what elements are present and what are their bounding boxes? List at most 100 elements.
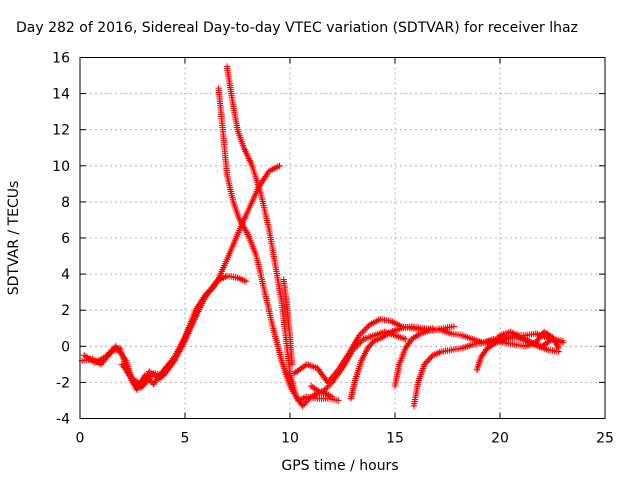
data-marks (370, 334, 384, 345)
data-marks (459, 341, 475, 352)
data-marks (528, 339, 544, 349)
data-marks (272, 261, 285, 303)
y-tick-label: 6 (61, 231, 70, 247)
data-marks (429, 349, 443, 359)
data-marks (459, 332, 475, 342)
x-tick-label: 5 (181, 431, 190, 447)
y-tick-label: 4 (61, 267, 70, 283)
x-tick-label: 25 (596, 431, 614, 447)
data-marks (379, 329, 393, 341)
data-marks (391, 332, 407, 342)
data-marks (408, 331, 422, 343)
data-marks (438, 326, 454, 337)
data-marks (534, 343, 550, 353)
y-tick-label: -4 (56, 412, 70, 428)
data-marks (244, 186, 261, 215)
data-marks (318, 380, 334, 397)
data-point (555, 348, 562, 355)
data-marks (377, 316, 392, 324)
data-marks (139, 371, 156, 390)
data-point (402, 335, 409, 343)
data-marks (448, 330, 464, 339)
data-marks (215, 85, 226, 131)
data-marks (356, 323, 372, 339)
data-marks (299, 395, 313, 410)
data-marks (291, 362, 309, 377)
data-point (450, 323, 457, 330)
data-marks (364, 339, 376, 352)
series-arc-2 (81, 162, 283, 391)
data-point (242, 278, 250, 285)
y-tick-label: 10 (52, 159, 70, 175)
data-marks (81, 352, 97, 365)
x-tick-label: 10 (281, 431, 299, 447)
y-tick-label: 8 (61, 195, 70, 211)
data-marks (286, 334, 296, 366)
data-marks (538, 337, 554, 350)
data-marks (358, 346, 370, 364)
data-marks (223, 63, 235, 95)
x-tick-label: 20 (491, 431, 509, 447)
data-marks (477, 346, 490, 361)
data-marks (286, 370, 299, 399)
data-marks (370, 329, 386, 339)
data-marks (496, 329, 512, 339)
data-point (335, 397, 342, 404)
data-marks (396, 346, 408, 368)
data-marks (244, 231, 259, 258)
data-marks (253, 252, 268, 294)
data-marks (339, 348, 356, 372)
data-marks (402, 337, 414, 352)
data-marks (278, 298, 289, 339)
data-marks (270, 325, 285, 362)
data-marks (234, 126, 247, 149)
data-marks (202, 279, 219, 299)
y-tick-label: -2 (56, 375, 70, 391)
data-marks (417, 327, 433, 337)
x-tick-label: 0 (76, 431, 85, 447)
data-marks (391, 363, 402, 390)
series-layer (78, 63, 567, 410)
data-marks (421, 353, 435, 368)
y-tick-label: 0 (61, 339, 70, 355)
data-marks (112, 343, 129, 363)
series-arc-6 (280, 276, 296, 368)
data-marks (507, 328, 523, 340)
data-point (559, 337, 567, 345)
series-arc-3 (118, 272, 250, 390)
data-marks (278, 357, 293, 388)
series-arc-11 (410, 328, 562, 410)
data-marks (181, 316, 198, 345)
data-marks (517, 334, 533, 345)
data-marks (265, 163, 281, 175)
axis-ticks (79, 57, 606, 419)
data-marks (303, 361, 319, 371)
data-marks (91, 354, 107, 366)
data-marks (261, 288, 276, 330)
data-marks (387, 325, 403, 336)
series-arc-13 (486, 328, 567, 350)
data-marks (228, 90, 241, 131)
y-tick-labels: -4 -2 0 2 4 6 8 10 12 14 16 (52, 51, 70, 428)
x-tick-label: 15 (386, 431, 404, 447)
data-point (288, 361, 296, 368)
data-marks (473, 355, 484, 373)
y-tick-label: 14 (52, 87, 70, 103)
data-marks (257, 189, 272, 231)
data-marks (118, 361, 135, 381)
y-tick-label: 12 (52, 123, 70, 139)
data-marks (160, 359, 177, 379)
data-marks (410, 381, 421, 410)
x-tick-labels: 0 5 10 15 20 25 (76, 431, 614, 447)
data-marks (414, 363, 427, 386)
data-marks (328, 366, 345, 386)
data-marks (283, 303, 293, 339)
chart-title: Day 282 of 2016, Sidereal Day-to-day VTE… (16, 20, 578, 36)
data-point (328, 393, 336, 401)
data-marks (213, 273, 229, 285)
data-marks (236, 216, 251, 236)
y-axis-label: SDTVAR / TECUs (6, 181, 22, 296)
data-marks (351, 359, 364, 384)
data-marks (360, 332, 376, 343)
